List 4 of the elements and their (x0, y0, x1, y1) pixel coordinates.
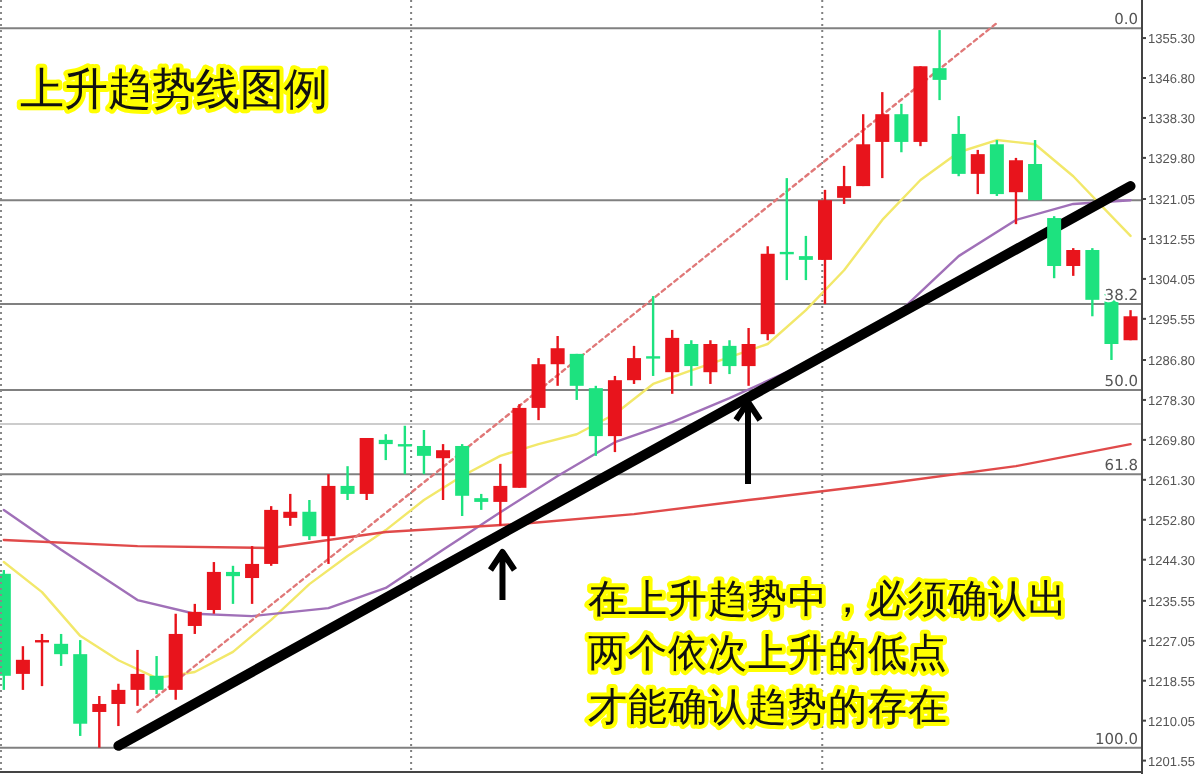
annotation: 在上升趋势中，必须确认出 (588, 576, 1068, 622)
annotation: 两个依次上升的低点 (588, 630, 948, 676)
annotation: 才能确认趋势的存在 (588, 684, 948, 730)
text: 上升趋势线图例 (20, 66, 328, 116)
